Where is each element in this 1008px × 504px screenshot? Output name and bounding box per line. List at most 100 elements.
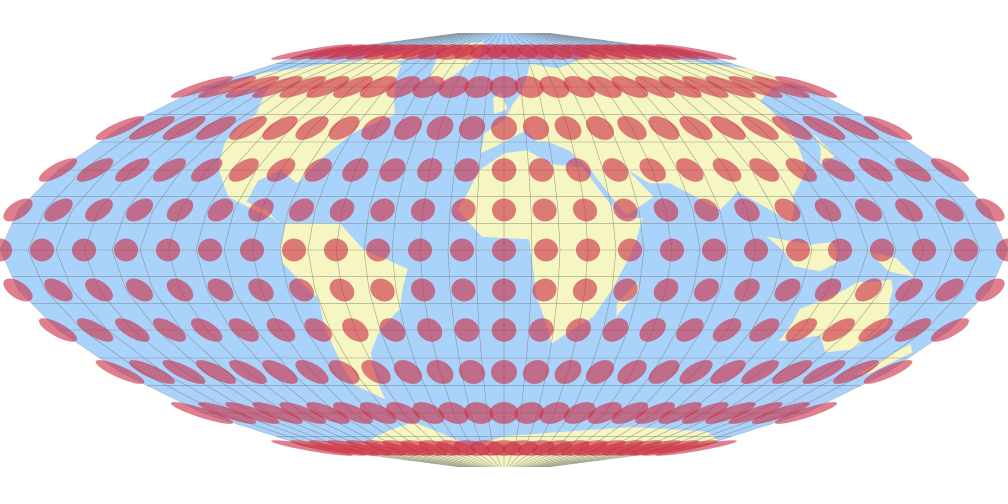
tissot-ellipse	[228, 158, 259, 182]
tissot-ellipse	[728, 76, 783, 98]
tissot-ellipse	[328, 360, 360, 384]
tissot-ellipse	[162, 116, 206, 140]
tissot-ellipse	[814, 198, 842, 222]
tissot-ellipse	[653, 198, 679, 222]
tissot-ellipse	[648, 360, 680, 384]
tissot-ellipse	[648, 116, 680, 140]
tissot-ellipse	[660, 238, 684, 262]
tissot-ellipse	[458, 116, 486, 140]
tissot-ellipse	[554, 116, 582, 140]
tissot-ellipse	[712, 158, 742, 182]
tissot-ellipse	[304, 318, 332, 342]
tissot-ellipse	[370, 198, 395, 222]
tissot-ellipse	[539, 76, 570, 98]
tissot-ellipse	[207, 278, 234, 302]
tissot-ellipse	[295, 116, 329, 140]
tissot-ellipse	[129, 116, 175, 140]
tissot-ellipse	[975, 198, 1005, 222]
tissot-ellipse	[563, 402, 596, 424]
tissot-ellipse	[342, 318, 369, 342]
tissot-ellipse	[225, 402, 280, 424]
tissot-ellipse	[492, 238, 516, 262]
tissot-ellipse	[361, 360, 391, 384]
tissot-ellipse	[710, 360, 746, 384]
tissot-ellipse	[126, 278, 153, 302]
tissot-ellipse	[491, 318, 517, 342]
tissot-ellipse	[166, 198, 194, 222]
tissot-ellipse	[814, 278, 842, 302]
tissot-ellipse	[85, 278, 113, 302]
tissot-ellipse	[771, 360, 813, 384]
tissot-ellipse	[775, 76, 837, 98]
tissot-ellipse	[855, 198, 882, 222]
tissot-ellipse	[386, 76, 421, 98]
tissot-ellipse	[676, 318, 704, 342]
tissot-ellipse	[587, 402, 622, 424]
tissot-ellipse	[438, 76, 469, 98]
tissot-ellipse	[306, 76, 350, 98]
tissot-ellipse	[370, 278, 395, 302]
tissot-ellipse	[252, 76, 303, 98]
tissot-ellipse	[38, 318, 78, 342]
tissot-ellipse	[394, 116, 422, 140]
tissot-ellipse	[77, 318, 114, 342]
tissot-ellipse	[863, 116, 913, 140]
tissot-ellipse	[912, 238, 936, 262]
tissot-ellipse	[554, 360, 582, 384]
tissot-ellipse	[266, 318, 296, 342]
tissot-ellipse	[522, 116, 550, 140]
tissot-ellipse	[279, 76, 326, 98]
tissot-ellipse	[639, 318, 666, 342]
tissot-ellipse	[3, 278, 33, 302]
tissot-ellipse	[655, 44, 737, 60]
tissot-ellipse	[833, 116, 879, 140]
tissot-ellipse	[240, 238, 264, 262]
tissot-ellipse	[611, 402, 649, 424]
tissot-ellipse	[289, 278, 314, 302]
tissot-ellipse	[741, 116, 779, 140]
tissot-ellipse	[191, 158, 223, 182]
tissot-ellipse	[785, 158, 817, 182]
tissot-ellipse	[359, 402, 397, 424]
tissot-ellipse	[613, 198, 638, 222]
tissot-ellipse	[198, 402, 257, 424]
tissot-ellipse	[489, 76, 519, 98]
tissot-ellipse	[115, 158, 150, 182]
tissot-ellipse	[710, 116, 746, 140]
tissot-ellipse	[751, 402, 810, 424]
tissot-ellipse	[417, 318, 443, 342]
tissot-ellipse	[895, 198, 923, 222]
tissot-ellipse	[207, 198, 234, 222]
tissot-ellipse	[195, 116, 237, 140]
tissot-ellipse	[153, 318, 186, 342]
tissot-ellipse	[741, 360, 779, 384]
tissot-ellipse	[565, 158, 591, 182]
tissot-ellipse	[38, 158, 78, 182]
tissot-ellipse	[394, 360, 422, 384]
tissot-ellipse	[572, 278, 598, 302]
tissot-ellipse	[454, 318, 480, 342]
tissot-ellipse	[751, 76, 810, 98]
tissot-ellipse	[679, 360, 713, 384]
tissot-ellipse	[822, 158, 855, 182]
tissot-ellipse	[329, 198, 355, 222]
tissot-ellipse	[602, 158, 629, 182]
tissot-ellipse	[198, 238, 222, 262]
tissot-ellipse	[489, 402, 519, 424]
tissot-ellipse	[655, 440, 737, 456]
tissot-ellipse	[734, 198, 760, 222]
tissot-ellipse	[786, 238, 810, 262]
tissot-ellipse	[198, 76, 257, 98]
tissot-ellipse	[262, 360, 298, 384]
tissot-ellipse	[458, 360, 486, 384]
tissot-ellipse	[565, 318, 591, 342]
tissot-ellipse	[996, 238, 1008, 262]
tissot-ellipse	[289, 198, 314, 222]
tissot-ellipse	[635, 76, 675, 98]
tissot-ellipse	[894, 158, 931, 182]
tissot-ellipse	[930, 318, 970, 342]
tissot-ellipse	[324, 238, 348, 262]
tissot-ellipse	[408, 238, 432, 262]
tissot-ellipse	[379, 158, 406, 182]
tissot-ellipse	[491, 116, 517, 140]
